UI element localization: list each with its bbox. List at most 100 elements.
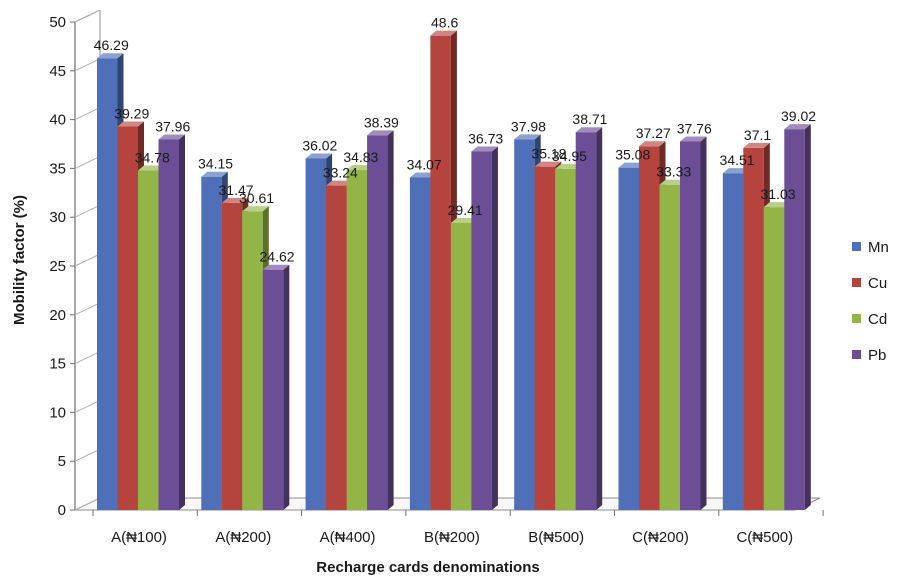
bar-front — [409, 177, 431, 510]
y-tick-diagonal — [74, 399, 101, 413]
bar-top — [575, 127, 603, 133]
data-label-cd: 33.33 — [656, 164, 691, 180]
bar-top — [514, 134, 541, 140]
bar-top — [763, 202, 791, 208]
data-label-cu: 33.24 — [323, 165, 358, 181]
data-label-pb: 39.02 — [781, 108, 816, 124]
x-tick-label: A(₦200) — [215, 529, 271, 546]
bar-front — [471, 151, 492, 510]
bar-top — [242, 206, 269, 212]
y-tick-label: 50 — [49, 14, 66, 31]
bar-top — [743, 142, 770, 148]
data-label-cu: 37.27 — [636, 125, 671, 141]
data-label-mn: 34.15 — [198, 156, 233, 172]
y-tick-label: 35 — [49, 160, 66, 177]
y-tick-label: 25 — [49, 258, 66, 275]
y-tick-diagonal — [74, 302, 101, 316]
y-tick-label: 0 — [58, 502, 66, 519]
data-label-cd: 34.95 — [552, 148, 587, 164]
x-tick-label: C(₦200) — [632, 529, 689, 546]
data-label-cu: 37.1 — [744, 127, 771, 143]
y-tick-diagonal — [74, 9, 101, 23]
bar-top — [158, 134, 185, 140]
bar-front — [242, 211, 263, 510]
data-label-mn: 37.98 — [511, 118, 546, 134]
bar-pb — [575, 127, 603, 510]
data-label-cd: 30.61 — [239, 190, 274, 206]
data-label-cu: 39.29 — [114, 106, 149, 122]
data-label-cd: 31.03 — [761, 186, 796, 202]
bar-side — [596, 127, 603, 510]
bar-top — [784, 124, 811, 130]
y-tick-label: 10 — [49, 404, 66, 421]
y-tick-diagonal — [74, 204, 101, 218]
x-axis-title: Recharge cards denominations — [316, 559, 539, 576]
data-label-pb: 24.62 — [260, 249, 295, 265]
bar-pb — [262, 264, 290, 510]
bar-front — [784, 129, 805, 510]
y-tick-label: 30 — [49, 209, 66, 226]
x-tick-label: A(₦400) — [320, 529, 376, 546]
legend-swatch-cd — [852, 314, 861, 323]
y-tick-label: 20 — [49, 307, 66, 324]
legend-swatch-pb — [852, 350, 861, 359]
bar-side — [387, 130, 394, 510]
x-tick-label: C(₦500) — [736, 529, 793, 546]
bar-front — [117, 126, 138, 510]
legend-swatch-cu — [852, 278, 861, 287]
data-label-pb: 38.71 — [572, 111, 607, 127]
data-label-pb: 36.73 — [468, 131, 503, 147]
data-label-mn: 35.08 — [615, 147, 650, 163]
y-tick-diagonal — [74, 351, 101, 365]
y-tick-label: 40 — [49, 112, 66, 129]
bar-top — [201, 171, 228, 177]
bar-top — [555, 163, 582, 169]
data-label-pb: 38.39 — [364, 114, 399, 130]
bar-pb — [367, 130, 394, 510]
bar-front — [659, 184, 680, 510]
bar-front — [201, 176, 222, 511]
x-tick-label: B(₦500) — [528, 529, 584, 546]
legend: Mn Cu Cd Pb — [852, 239, 889, 364]
bar-front — [221, 202, 243, 511]
bar-top — [138, 165, 165, 171]
bar-pb — [784, 124, 811, 511]
bar-front — [97, 58, 118, 511]
bar-front — [262, 269, 284, 510]
bar-top — [430, 30, 457, 36]
bar-front — [575, 132, 597, 510]
bar-front — [450, 222, 472, 510]
legend-label-pb: Pb — [868, 347, 886, 364]
legend-label-mn: Mn — [868, 239, 889, 256]
y-tick-label: 15 — [49, 356, 66, 373]
bar-top — [97, 53, 124, 59]
x-tick-label: B(₦200) — [424, 529, 480, 546]
bar-front — [430, 35, 451, 510]
data-label-cu: 35.18 — [531, 146, 566, 162]
bar-top — [471, 146, 498, 152]
bar-front — [743, 147, 764, 511]
bar-top — [305, 153, 333, 159]
data-label-mn: 34.51 — [720, 152, 755, 168]
bar-top — [117, 121, 144, 127]
bar-side — [491, 146, 498, 510]
bar-top — [262, 264, 290, 270]
data-label-mn: 36.02 — [302, 137, 337, 153]
bar-pb — [471, 146, 498, 510]
bar-front — [639, 146, 660, 510]
legend-label-cd: Cd — [868, 311, 887, 328]
bar-side — [179, 134, 185, 510]
data-label-pb: 37.76 — [677, 120, 712, 136]
data-label-mn: 34.07 — [407, 156, 442, 172]
bars — [97, 30, 811, 511]
bar-top — [221, 197, 249, 203]
bar-front — [305, 158, 327, 510]
bar-side — [700, 136, 707, 510]
bar-front — [326, 185, 347, 510]
bar-pb — [680, 136, 707, 510]
y-tick-diagonal — [74, 497, 101, 511]
bar-top — [680, 136, 707, 142]
bar-top — [722, 168, 750, 174]
bar-front — [722, 173, 744, 510]
